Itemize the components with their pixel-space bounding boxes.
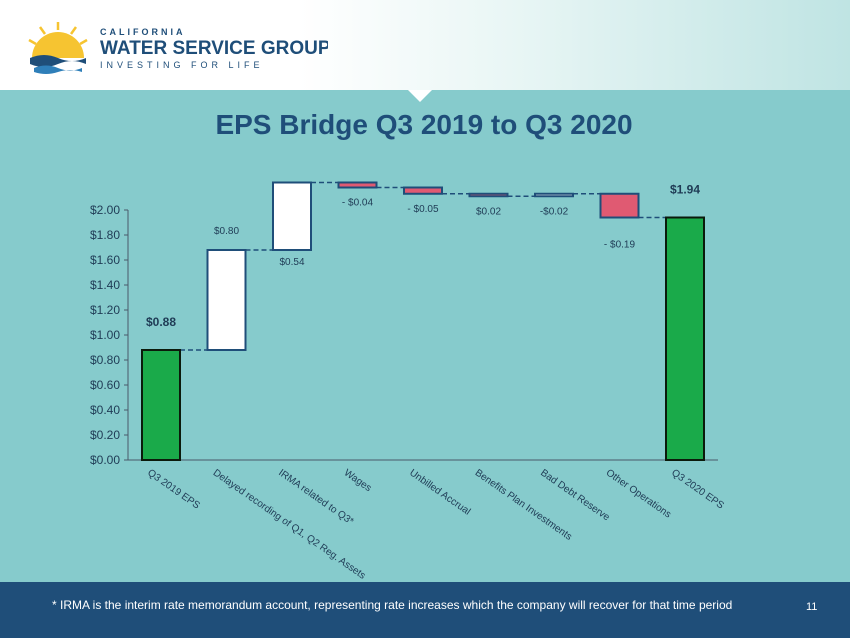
logo-line1: CALIFORNIA — [100, 27, 186, 37]
y-axis: $0.00 $0.20 $0.40 $0.60 $0.80 $1.00 $1.20 $1.40… — [90, 203, 718, 467]
y-tick-label: $0.40 — [90, 403, 120, 417]
bar — [665, 216, 705, 461]
data-label: $1.94 — [670, 183, 700, 197]
bar — [468, 192, 509, 198]
x-tick-label: Unbilled Accrual — [407, 467, 472, 517]
y-tick-label: $1.40 — [90, 278, 120, 292]
bar — [403, 186, 443, 195]
y-tick-label: $1.80 — [90, 228, 120, 242]
data-label: - $0.04 — [342, 198, 374, 209]
header-notch — [408, 90, 432, 102]
header-band — [0, 0, 850, 90]
bar — [141, 349, 181, 461]
y-tick-label: $2.00 — [90, 203, 120, 217]
connector-lines — [180, 181, 666, 351]
x-tick-label: Other Operations — [604, 467, 673, 520]
y-tick-label: $0.00 — [90, 453, 120, 467]
y-tick-label: $1.60 — [90, 253, 120, 267]
data-label: -$0.02 — [540, 206, 569, 217]
data-labels: $0.88 $0.80 $0.54 - $0.04 - $0.05 $0.02 -$0.02… — [146, 183, 700, 330]
footnote: * IRMA is the interim rate memorandum ac… — [52, 598, 733, 612]
waterfall-chart: EPS Bridge Q3 2019 to Q3 2020 $0.00 $0.20… — [90, 90, 726, 582]
sun-icon — [28, 22, 88, 74]
bars — [141, 181, 705, 461]
x-axis: Q3 2019 EPS Delayed recording of Q1, Q2 R… — [145, 467, 726, 581]
bar — [337, 181, 378, 189]
data-label: - $0.19 — [604, 240, 636, 251]
x-tick-label: Q3 2019 EPS — [145, 467, 202, 511]
y-tick-label: $0.80 — [90, 353, 120, 367]
y-tick-label: $1.20 — [90, 303, 120, 317]
page-number: 11 — [806, 601, 818, 613]
data-label: $0.54 — [279, 257, 304, 268]
logo-line2: WATER SERVICE GROUP — [100, 38, 328, 59]
data-label: $0.88 — [146, 315, 176, 329]
footer-band — [0, 582, 850, 638]
data-label: $0.80 — [214, 226, 239, 237]
bar — [599, 192, 640, 219]
company-logo: CALIFORNIA WATER SERVICE GROUP INVESTING… — [28, 22, 328, 74]
data-label: $0.02 — [476, 206, 501, 217]
bar — [272, 181, 312, 251]
logo-line3: INVESTING FOR LIFE — [100, 60, 264, 70]
x-tick-label: Wages — [342, 467, 374, 494]
bar — [206, 249, 247, 351]
bar — [534, 192, 574, 198]
y-tick-label: $0.60 — [90, 378, 120, 392]
x-tick-label: Bad Debt Reserve — [538, 467, 612, 523]
y-tick-label: $0.20 — [90, 428, 120, 442]
x-tick-label: Q3 2020 EPS — [669, 467, 726, 511]
chart-title: EPS Bridge Q3 2019 to Q3 2020 — [215, 109, 632, 140]
data-label: - $0.05 — [407, 204, 439, 215]
y-tick-label: $1.00 — [90, 328, 120, 342]
